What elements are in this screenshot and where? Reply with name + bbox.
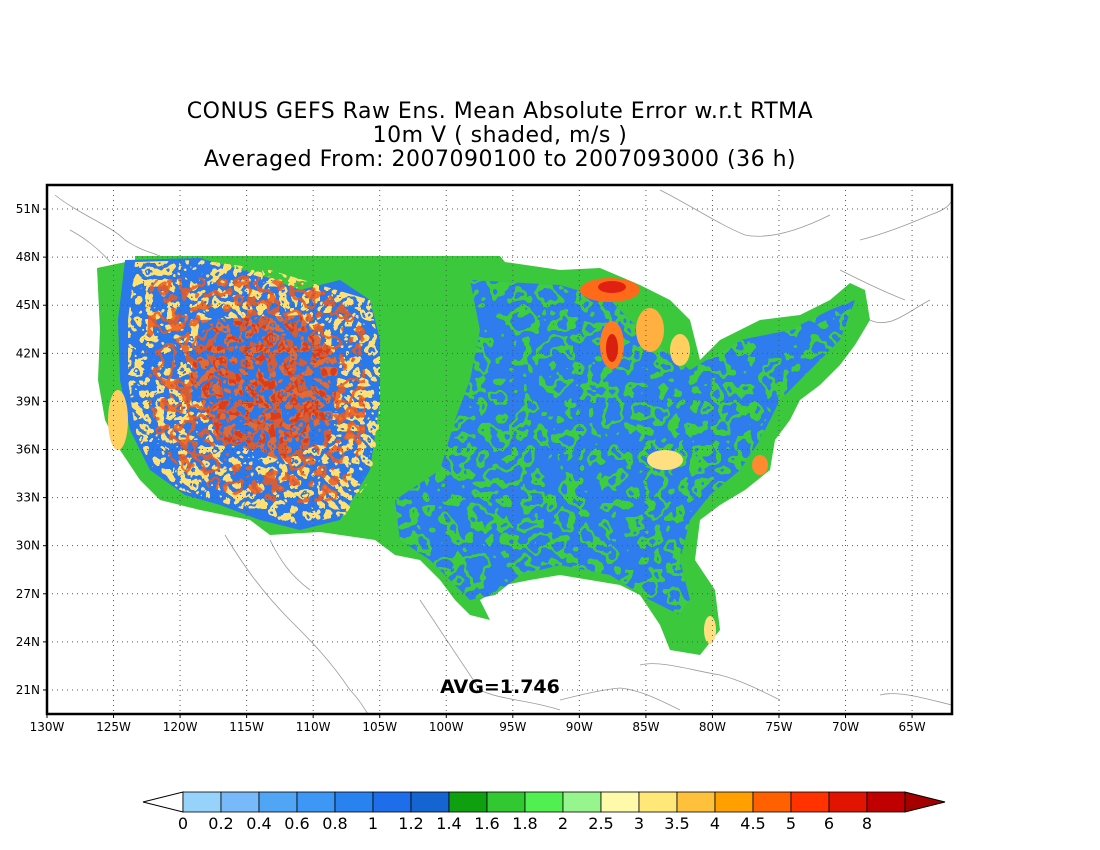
latitude-axis: 51N 48N 45N 42N 39N 36N 33N 30N 27N 24N 21N	[16, 202, 47, 697]
lat-tick-label: 24N	[16, 635, 40, 649]
title-line-3: Averaged From: 2007090100 to 2007093000 …	[203, 147, 797, 172]
colorbar-swatch	[524, 791, 564, 813]
lat-tick-label: 36N	[16, 443, 40, 457]
lon-tick-label: 105W	[362, 720, 397, 734]
lon-tick-label: 130W	[30, 720, 65, 734]
colorbar-swatch	[410, 791, 450, 813]
lon-tick-label: 85W	[632, 720, 659, 734]
title-line-2: 10m V ( shaded, m/s )	[372, 123, 628, 148]
lon-tick-label: 115W	[229, 720, 264, 734]
error-field	[97, 256, 870, 655]
average-label: AVG=1.746	[440, 676, 560, 698]
colorbar-level-label: 4	[710, 814, 720, 833]
colorbar-level-label: 8	[862, 814, 872, 833]
colorbar-swatch	[638, 791, 678, 813]
colorbar-level-label: 4.5	[740, 814, 765, 833]
colorbar-level-label: 1.6	[474, 814, 499, 833]
colorbar-swatch	[182, 791, 222, 813]
colorbar-swatch	[296, 791, 336, 813]
colorbar-level-label: 6	[824, 814, 834, 833]
lon-tick-label: 110W	[296, 720, 331, 734]
lat-tick-label: 27N	[16, 587, 40, 601]
colorbar-under-arrow	[142, 791, 184, 813]
colorbar-over-arrow	[904, 791, 946, 813]
lat-tick-label: 42N	[16, 346, 40, 360]
colorbar-swatch	[752, 791, 792, 813]
colorbar-level-label: 3	[634, 814, 644, 833]
lon-tick-label: 80W	[699, 720, 726, 734]
lon-tick-label: 65W	[899, 720, 926, 734]
lon-tick-label: 70W	[832, 720, 859, 734]
lon-tick-label: 75W	[765, 720, 792, 734]
colorbar-level-label: 5	[786, 814, 796, 833]
colorbar-level-label: 0.2	[208, 814, 233, 833]
colorbar-level-label: 1.2	[398, 814, 423, 833]
colorbar-level-label: 1.4	[436, 814, 461, 833]
colorbar-level-label: 2.5	[588, 814, 613, 833]
colorbar-level-label: 1	[368, 814, 378, 833]
lat-tick-label: 45N	[16, 298, 40, 312]
title-line-1: CONUS GEFS Raw Ens. Mean Absolute Error …	[186, 99, 814, 124]
lon-tick-label: 100W	[429, 720, 464, 734]
colorbar-level-label: 3.5	[664, 814, 689, 833]
colorbar-level-label: 0.6	[284, 814, 309, 833]
plot-area	[47, 185, 952, 714]
colorbar-level-label: 2	[558, 814, 568, 833]
colorbar-swatch	[448, 791, 488, 813]
lat-tick-label: 51N	[16, 202, 40, 216]
colorbar-swatch	[676, 791, 716, 813]
colorbar-swatch	[334, 791, 374, 813]
lat-tick-label: 39N	[16, 394, 40, 408]
colorbar-level-label: 1.8	[512, 814, 537, 833]
colorbar-swatch	[220, 791, 260, 813]
colorbar-swatch	[866, 791, 906, 813]
lon-tick-label: 120W	[163, 720, 198, 734]
colorbar-swatch	[258, 791, 298, 813]
colorbar-swatch	[562, 791, 602, 813]
lon-tick-label: 95W	[499, 720, 526, 734]
colorbar-swatch	[486, 791, 526, 813]
colorbar: 0 0.2 0.4 0.6 0.8 1 1.2 1.4 1.6 1.8 2 2.5 3 3.5 4 4.5 5 6…	[142, 791, 946, 833]
lat-lon-grid	[47, 185, 952, 714]
longitude-axis: 130W 125W 120W 115W 110W 105W 100W 95W 90W 85W 80W…	[30, 714, 926, 734]
colorbar-level-label: 0.4	[246, 814, 271, 833]
colorbar-swatch	[372, 791, 412, 813]
lat-tick-label: 48N	[16, 250, 40, 264]
lon-tick-label: 90W	[566, 720, 593, 734]
colorbar-swatch	[714, 791, 754, 813]
lat-tick-label: 33N	[16, 491, 40, 505]
lat-tick-label: 30N	[16, 539, 40, 553]
coastlines	[54, 189, 952, 714]
lat-tick-label: 21N	[16, 683, 40, 697]
colorbar-swatch	[790, 791, 830, 813]
chart-title: CONUS GEFS Raw Ens. Mean Absolute Error …	[0, 100, 1000, 172]
colorbar-level-label: 0	[178, 814, 188, 833]
lon-tick-label: 125W	[96, 720, 131, 734]
colorbar-swatch	[828, 791, 868, 813]
colorbar-level-label: 0.8	[322, 814, 347, 833]
colorbar-swatch	[600, 791, 640, 813]
